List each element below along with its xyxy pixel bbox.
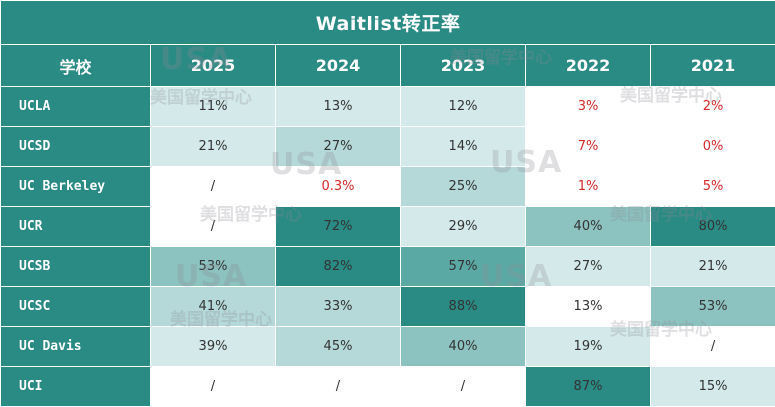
rate-cell-uc-davis-2025: 39% <box>151 327 276 367</box>
rate-cell-ucla-2021: 2% <box>651 87 775 127</box>
rate-cell-uc-berkeley-2023: 25% <box>401 167 526 207</box>
rate-cell-ucla-2025: 11% <box>151 87 276 127</box>
rate-cell-ucsc-2025: 41% <box>151 287 276 327</box>
rate-cell-uc-davis-2023: 40% <box>401 327 526 367</box>
title-row: Waitlist转正率 <box>1 1 775 45</box>
header-2021: 2021 <box>651 45 775 87</box>
rate-cell-ucr-2024: 72% <box>276 207 401 247</box>
table-row: UCR/72%29%40%80% <box>1 207 775 247</box>
school-name-uc-davis: UC Davis <box>1 327 151 367</box>
rate-cell-ucsb-2024: 82% <box>276 247 401 287</box>
header-2025: 2025 <box>151 45 276 87</box>
rate-cell-ucsb-2022: 27% <box>526 247 651 287</box>
rate-cell-ucr-2025: / <box>151 207 276 247</box>
rate-cell-ucsb-2021: 21% <box>651 247 775 287</box>
rate-cell-ucsc-2024: 33% <box>276 287 401 327</box>
rate-cell-uc-berkeley-2021: 5% <box>651 167 775 207</box>
rate-cell-ucsd-2023: 14% <box>401 127 526 167</box>
rate-cell-ucsc-2021: 53% <box>651 287 775 327</box>
header-school: 学校 <box>1 45 151 87</box>
rate-cell-ucsd-2024: 27% <box>276 127 401 167</box>
rate-cell-uc-berkeley-2022: 1% <box>526 167 651 207</box>
school-name-uc-berkeley: UC Berkeley <box>1 167 151 207</box>
rate-cell-ucsb-2023: 57% <box>401 247 526 287</box>
rate-cell-ucsd-2022: 7% <box>526 127 651 167</box>
rate-cell-ucr-2021: 80% <box>651 207 775 247</box>
rate-cell-uc-berkeley-2025: / <box>151 167 276 207</box>
rate-cell-ucsd-2021: 0% <box>651 127 775 167</box>
table-title: Waitlist转正率 <box>1 1 775 45</box>
header-2024: 2024 <box>276 45 401 87</box>
rate-cell-ucsd-2025: 21% <box>151 127 276 167</box>
school-name-ucla: UCLA <box>1 87 151 127</box>
table-row: UC Berkeley/0.3%25%1%5% <box>1 167 775 207</box>
rate-cell-ucsb-2025: 53% <box>151 247 276 287</box>
header-row: 学校 2025 2024 2023 2022 2021 <box>1 45 775 87</box>
rate-cell-ucla-2022: 3% <box>526 87 651 127</box>
rate-cell-uc-davis-2024: 45% <box>276 327 401 367</box>
school-name-ucsb: UCSB <box>1 247 151 287</box>
rate-cell-uc-davis-2021: / <box>651 327 775 367</box>
rate-cell-uc-davis-2022: 19% <box>526 327 651 367</box>
rate-cell-uc-berkeley-2024: 0.3% <box>276 167 401 207</box>
rate-cell-ucla-2024: 13% <box>276 87 401 127</box>
header-2023: 2023 <box>401 45 526 87</box>
rate-cell-ucr-2023: 29% <box>401 207 526 247</box>
school-name-ucr: UCR <box>1 207 151 247</box>
school-name-ucsc: UCSC <box>1 287 151 327</box>
rate-cell-ucr-2022: 40% <box>526 207 651 247</box>
rate-cell-ucsc-2023: 88% <box>401 287 526 327</box>
school-name-ucsd: UCSD <box>1 127 151 167</box>
rate-cell-ucla-2023: 12% <box>401 87 526 127</box>
header-2022: 2022 <box>526 45 651 87</box>
rate-cell-ucsc-2022: 13% <box>526 287 651 327</box>
